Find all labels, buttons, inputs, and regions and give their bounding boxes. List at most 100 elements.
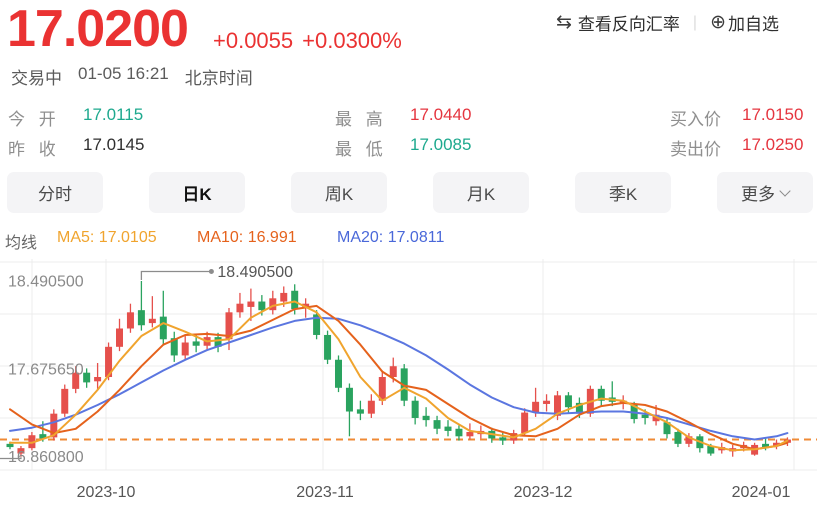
view-inverse-rate-button[interactable]: ⇆ 查看反向汇率	[556, 10, 680, 35]
candle-body	[663, 422, 671, 435]
candle-body	[773, 442, 780, 447]
candle-body	[575, 402, 583, 414]
candle-body	[116, 328, 123, 347]
add-watchlist-label: 加自选	[728, 15, 779, 34]
y-axis-label: 18.490500	[8, 274, 84, 291]
trading-status-row: 交易中 01-05 16:21 北京时间	[11, 64, 253, 89]
candles	[6, 281, 791, 457]
actions-divider: |	[692, 13, 698, 31]
candle-body	[422, 415, 430, 421]
candle-body	[291, 290, 299, 310]
ma20-line	[9, 316, 789, 441]
candle-body	[455, 428, 463, 437]
candle-body	[597, 388, 605, 401]
stat-bid: 买入价 17.0150	[670, 105, 803, 130]
candle-body	[389, 366, 397, 378]
tab-daily-k[interactable]: 日K	[149, 172, 245, 213]
candle-body	[126, 312, 134, 329]
ma5-value: MA5: 17.0105	[57, 229, 157, 246]
candle-body	[137, 310, 145, 326]
candle-body	[313, 314, 321, 335]
candle-body	[181, 342, 189, 356]
candle-body	[159, 316, 167, 340]
stat-bid-value: 17.0150	[742, 105, 804, 124]
period-tabs: 分时 日K 周K 月K 季K 更多	[7, 172, 813, 213]
stat-low-value: 17.0085	[410, 135, 472, 154]
stat-open-value: 17.0115	[83, 105, 144, 124]
ma20-value: MA20: 17.0811	[337, 229, 445, 246]
candle-body	[28, 435, 36, 449]
candle-body	[148, 318, 156, 324]
candle-body	[499, 437, 507, 441]
y-axis-label: 16.860800	[8, 449, 84, 466]
stat-open-label: 今 开	[8, 110, 56, 129]
ma-legend: 均线 MA5: 17.0105 MA10: 16.991 MA20: 17.08…	[0, 229, 817, 252]
candle-body	[356, 409, 364, 414]
candlestick-chart[interactable]: 18.490500 17.675650 16.860800 2023-10 2023-1…	[0, 255, 817, 510]
stat-low: 最 低 17.0085	[335, 135, 471, 160]
candle-body	[6, 443, 14, 448]
stat-prev-close-label: 昨 收	[8, 140, 56, 159]
candle-body	[50, 413, 58, 438]
candle-body	[247, 301, 255, 307]
candle-body	[170, 338, 178, 356]
tab-quarterly-k[interactable]: 季K	[575, 172, 671, 213]
price-change: +0.0055 +0.0300%	[213, 28, 402, 54]
candle-body	[302, 303, 310, 307]
tab-minute[interactable]: 分时	[7, 172, 103, 213]
candle-body	[225, 312, 233, 340]
stat-prev-close: 昨 收 17.0145	[8, 135, 144, 160]
candle-body	[94, 377, 102, 382]
candle-body	[641, 414, 649, 418]
candle-body	[543, 400, 551, 404]
tab-more[interactable]: 更多	[717, 172, 813, 213]
ma10-line	[9, 304, 789, 451]
candle-body	[345, 387, 353, 412]
x-axis-label: 2023-11	[296, 484, 354, 501]
current-price: 17.0200	[7, 0, 189, 58]
header-actions: ⇆ 查看反向汇率 | ⊕ 加自选	[556, 10, 779, 35]
candle-body	[214, 337, 222, 347]
candle-body	[685, 436, 693, 444]
high-annotation: 18.490500	[217, 264, 293, 281]
chevron-down-icon	[779, 184, 791, 197]
stat-prev-close-value: 17.0145	[83, 135, 145, 154]
stat-ask-value: 17.0250	[742, 135, 804, 154]
candle-body	[39, 434, 47, 439]
candle-body	[433, 420, 441, 429]
stat-high-label: 最 高	[335, 110, 383, 129]
candle-body	[83, 372, 91, 383]
candle-body	[762, 443, 770, 448]
candle-body	[335, 359, 342, 388]
candle-body	[72, 372, 80, 389]
tab-more-label: 更多	[741, 185, 775, 204]
timezone-label: 北京时间	[184, 69, 253, 88]
candle-body	[258, 301, 266, 311]
tab-weekly-k[interactable]: 周K	[291, 172, 387, 213]
quote-datetime: 01-05 16:21	[78, 64, 169, 83]
chart-annotations: 18.49050016.860800	[0, 264, 293, 460]
chart-gridlines	[0, 259, 817, 471]
change-amount: +0.0055	[213, 28, 294, 53]
candle-body	[674, 431, 682, 444]
candle-body	[466, 431, 474, 437]
add-watchlist-button[interactable]: ⊕ 加自选	[710, 10, 779, 35]
ma-legend-title: 均线	[5, 235, 38, 252]
candle-body	[378, 377, 386, 401]
tab-monthly-k[interactable]: 月K	[433, 172, 529, 213]
y-axis-label: 17.675650	[8, 361, 84, 378]
candle-body	[707, 446, 715, 454]
trading-state: 交易中	[11, 69, 62, 88]
candle-body	[105, 346, 113, 378]
stat-open: 今 开 17.0115	[8, 105, 143, 130]
candle-body	[236, 303, 244, 313]
add-circle-icon: ⊕	[710, 12, 726, 33]
candle-body	[269, 298, 277, 311]
candle-body	[521, 412, 529, 434]
candle-body	[444, 426, 452, 431]
stat-high-value: 17.0440	[410, 105, 472, 124]
candle-body	[280, 292, 288, 302]
stat-ask-label: 卖出价	[670, 140, 721, 159]
stat-low-label: 最 低	[335, 140, 383, 159]
